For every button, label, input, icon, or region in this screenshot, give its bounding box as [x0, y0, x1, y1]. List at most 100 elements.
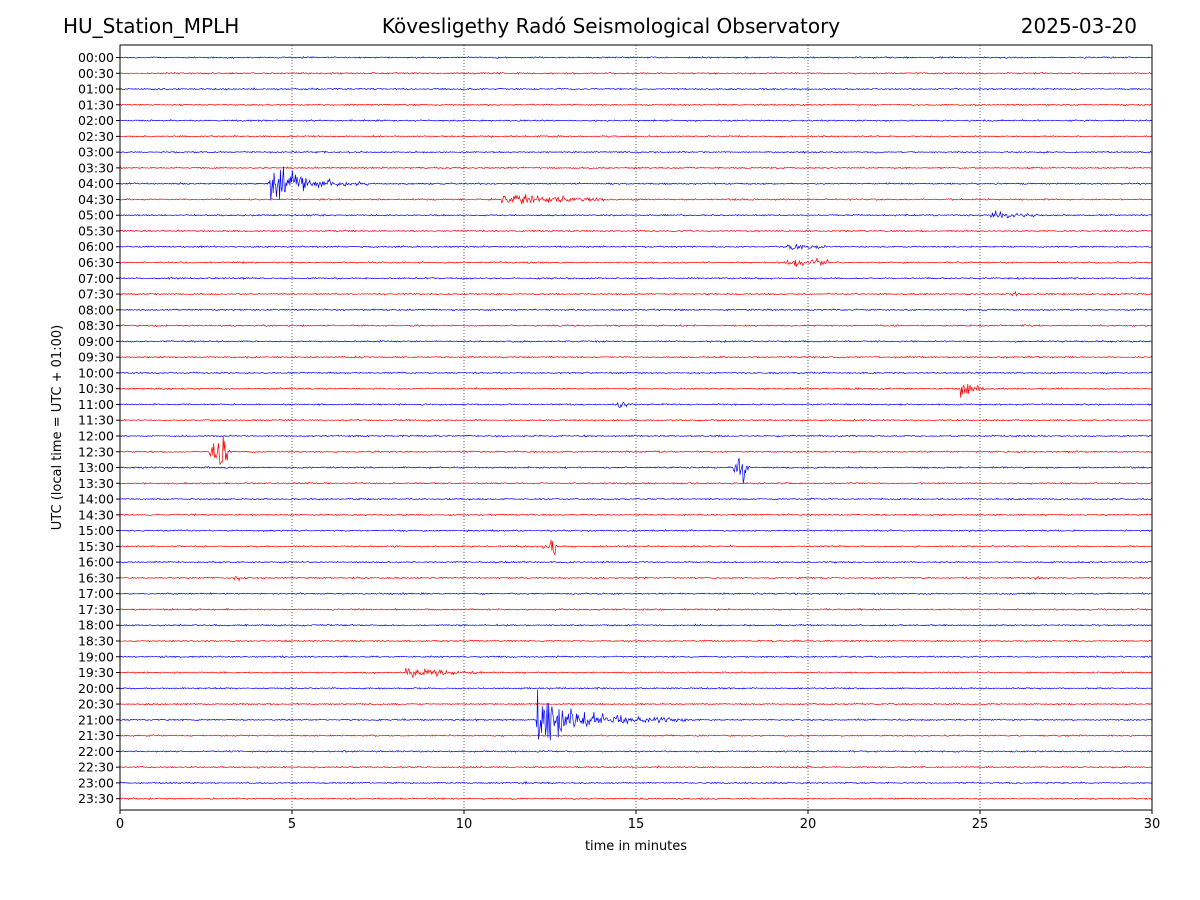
- trace-1330: [119, 481, 1153, 485]
- chart-title: Kövesligethy Radó Seismological Observat…: [381, 14, 841, 38]
- row-time-label: 12:00: [78, 428, 114, 443]
- trace-1500: [119, 529, 1153, 533]
- x-tick-label: 25: [972, 817, 989, 832]
- row-time-label: 11:30: [78, 413, 114, 428]
- row-time-label: 00:00: [78, 50, 114, 65]
- y-tick-labels: 00:0000:3001:0001:3002:0002:3003:0003:30…: [78, 50, 120, 806]
- row-time-label: 07:30: [78, 287, 114, 302]
- trace-0330: [119, 166, 1153, 170]
- trace-0700: [119, 276, 1153, 280]
- trace-1230: [119, 435, 1153, 466]
- row-time-label: 02:00: [78, 113, 114, 128]
- row-time-label: 15:00: [78, 523, 114, 538]
- trace-1700: [119, 592, 1153, 596]
- trace-1630: [119, 575, 1153, 582]
- station-name: HU_Station_MPLH: [63, 14, 240, 38]
- row-time-label: 14:30: [78, 507, 114, 522]
- x-tick-label: 5: [288, 817, 296, 832]
- trace-1800: [119, 623, 1153, 628]
- row-time-label: 01:30: [78, 97, 114, 112]
- trace-0600: [119, 244, 1153, 251]
- trace-2200: [119, 749, 1152, 753]
- trace-1600: [120, 560, 1153, 564]
- trace-0100: [119, 87, 1153, 91]
- trace-1830: [119, 639, 1153, 643]
- trace-0830: [119, 324, 1153, 328]
- row-time-label: 06:00: [78, 239, 114, 254]
- trace-0500: [119, 210, 1153, 219]
- trace-1400: [120, 497, 1153, 501]
- row-time-label: 04:00: [78, 176, 114, 191]
- x-ticks: 0 5 10 15 20 25 30: [116, 810, 1160, 832]
- row-time-label: 12:30: [78, 444, 114, 459]
- trace-0530: [119, 229, 1153, 233]
- row-time-label: 09:00: [78, 334, 114, 349]
- trace-2030: [119, 702, 1153, 706]
- row-time-label: 11:00: [78, 397, 114, 412]
- trace-1200: [119, 434, 1153, 438]
- trace-0130: [120, 103, 1152, 107]
- row-time-label: 23:00: [78, 775, 114, 790]
- row-time-label: 09:30: [78, 350, 114, 365]
- row-time-label: 03:00: [78, 145, 114, 160]
- trace-1100: [119, 401, 1153, 409]
- trace-1300: [119, 457, 1153, 484]
- trace-2100: [119, 689, 1153, 741]
- row-time-label: 13:00: [78, 460, 114, 475]
- trace-0230: [119, 134, 1153, 138]
- trace-0930: [119, 355, 1153, 359]
- row-time-label: 20:30: [78, 697, 114, 712]
- row-time-label: 03:30: [78, 160, 114, 175]
- trace-1130: [119, 418, 1153, 422]
- trace-1530: [119, 539, 1153, 555]
- trace-1900: [119, 655, 1153, 659]
- trace-0200: [119, 119, 1153, 123]
- trace-1000: [119, 371, 1153, 375]
- row-time-label: 05:00: [78, 208, 114, 223]
- trace-0630: [119, 257, 1152, 267]
- row-time-label: 00:30: [78, 66, 114, 81]
- row-time-label: 17:00: [78, 586, 114, 601]
- x-tick-label: 30: [1144, 817, 1161, 832]
- x-axis-label: time in minutes: [585, 839, 687, 854]
- row-time-label: 10:30: [78, 381, 114, 396]
- row-time-label: 23:30: [78, 791, 114, 806]
- date-label: 2025-03-20: [1020, 14, 1137, 38]
- row-time-label: 19:00: [78, 649, 114, 664]
- x-tick-label: 10: [456, 817, 473, 832]
- row-time-label: 10:00: [78, 365, 114, 380]
- trace-2300: [119, 781, 1153, 785]
- row-time-label: 07:00: [78, 271, 114, 286]
- y-axis-label: UTC (local time = UTC + 01:00): [50, 325, 65, 530]
- row-time-label: 13:30: [78, 476, 114, 491]
- row-time-label: 16:30: [78, 570, 114, 585]
- trace-2000: [119, 686, 1153, 690]
- row-time-label: 08:30: [78, 318, 114, 333]
- row-time-label: 20:00: [78, 681, 114, 696]
- row-time-label: 16:00: [78, 555, 114, 570]
- trace-1930: [119, 668, 1153, 678]
- traces: [119, 55, 1153, 801]
- row-time-label: 14:00: [78, 492, 114, 507]
- trace-1430: [119, 513, 1153, 517]
- trace-2330: [119, 797, 1153, 801]
- row-time-label: 17:30: [78, 602, 114, 617]
- trace-0430: [119, 194, 1153, 205]
- row-time-label: 08:00: [78, 302, 114, 317]
- trace-0800: [119, 308, 1153, 312]
- x-tick-label: 0: [116, 817, 124, 832]
- trace-0730: [119, 290, 1153, 297]
- trace-0000: [119, 55, 1153, 60]
- trace-1030: [119, 383, 1153, 398]
- grid-lines: [291, 45, 981, 810]
- row-time-label: 01:00: [78, 82, 114, 97]
- row-time-label: 19:30: [78, 665, 114, 680]
- row-time-label: 22:30: [78, 760, 114, 775]
- trace-0400: [119, 166, 1153, 201]
- trace-2130: [119, 734, 1153, 738]
- row-time-label: 15:30: [78, 539, 114, 554]
- x-tick-label: 20: [800, 817, 817, 832]
- trace-0030: [119, 71, 1153, 75]
- row-time-label: 18:30: [78, 633, 114, 648]
